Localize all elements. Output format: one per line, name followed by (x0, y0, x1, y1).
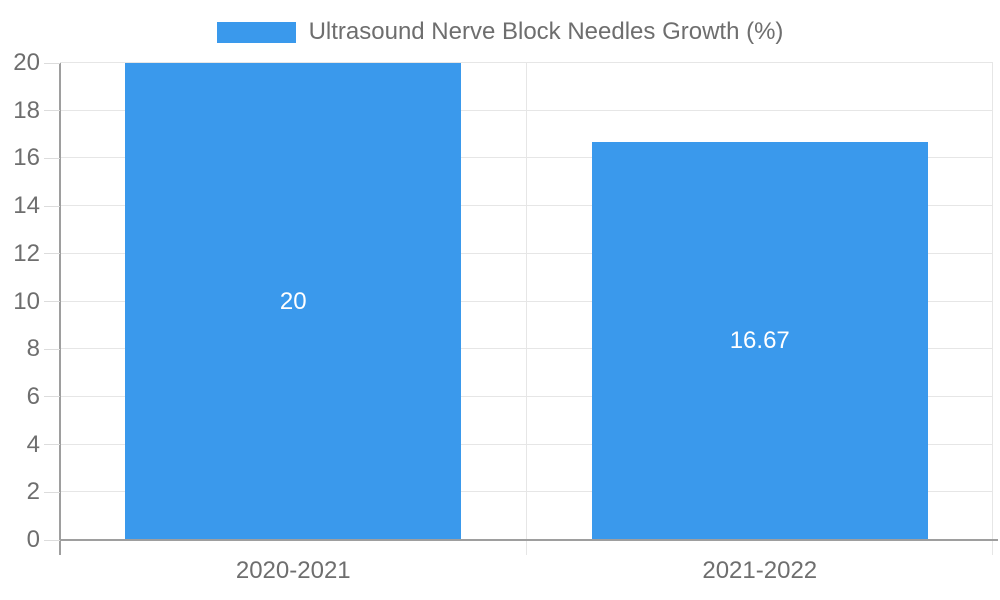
y-axis-tick (44, 157, 60, 159)
y-axis-tick (44, 396, 60, 398)
bar[interactable]: 20 (125, 63, 462, 540)
y-tick-label: 14 (13, 192, 40, 220)
y-axis-tick (44, 348, 60, 350)
horizontal-gridline (60, 205, 993, 207)
y-axis-tick (44, 110, 60, 112)
horizontal-gridline (60, 252, 993, 254)
x-tick-label: 2021-2022 (702, 557, 818, 584)
y-axis-tick (44, 491, 60, 493)
horizontal-gridline (60, 157, 993, 159)
plot-area: 20 16.67 (60, 62, 993, 555)
y-axis-tick (44, 539, 60, 541)
y-tick-label: 18 (13, 96, 40, 124)
legend-swatch (216, 21, 296, 43)
x-tick-label: 2020-2021 (235, 557, 351, 584)
horizontal-gridline (60, 348, 993, 350)
y-tick-label: 16 (13, 144, 40, 172)
horizontal-gridline (60, 109, 993, 111)
y-tick-label: 10 (13, 287, 40, 315)
vertical-gridline (525, 63, 527, 555)
horizontal-gridline (60, 443, 993, 445)
x-axis-line (60, 539, 998, 541)
horizontal-gridline (60, 300, 993, 302)
y-axis-tick (44, 205, 60, 207)
y-tick-label: 20 (13, 49, 40, 76)
legend-label: Ultrasound Nerve Block Needles Growth (%… (308, 18, 784, 45)
horizontal-gridline (60, 62, 993, 63)
legend[interactable]: Ultrasound Nerve Block Needles Growth (%… (0, 19, 1000, 45)
horizontal-gridline (60, 395, 993, 397)
y-tick-label: 6 (26, 382, 40, 410)
y-axis-line (59, 63, 61, 555)
y-tick-label: 2 (26, 478, 40, 506)
bar-value-label: 16.67 (729, 327, 790, 355)
y-axis-tick (44, 62, 60, 64)
y-tick-label: 12 (13, 239, 40, 267)
y-axis-tick (44, 301, 60, 302)
y-axis-tick (44, 444, 60, 446)
y-tick-label: 4 (26, 430, 40, 458)
y-tick-label: 8 (26, 335, 40, 363)
bar-value-label: 20 (279, 287, 307, 315)
vertical-gridline (992, 63, 993, 555)
y-axis-tick (44, 253, 60, 255)
bar[interactable]: 16.67 (591, 142, 928, 540)
horizontal-gridline (60, 491, 993, 493)
y-tick-label: 0 (26, 526, 40, 553)
